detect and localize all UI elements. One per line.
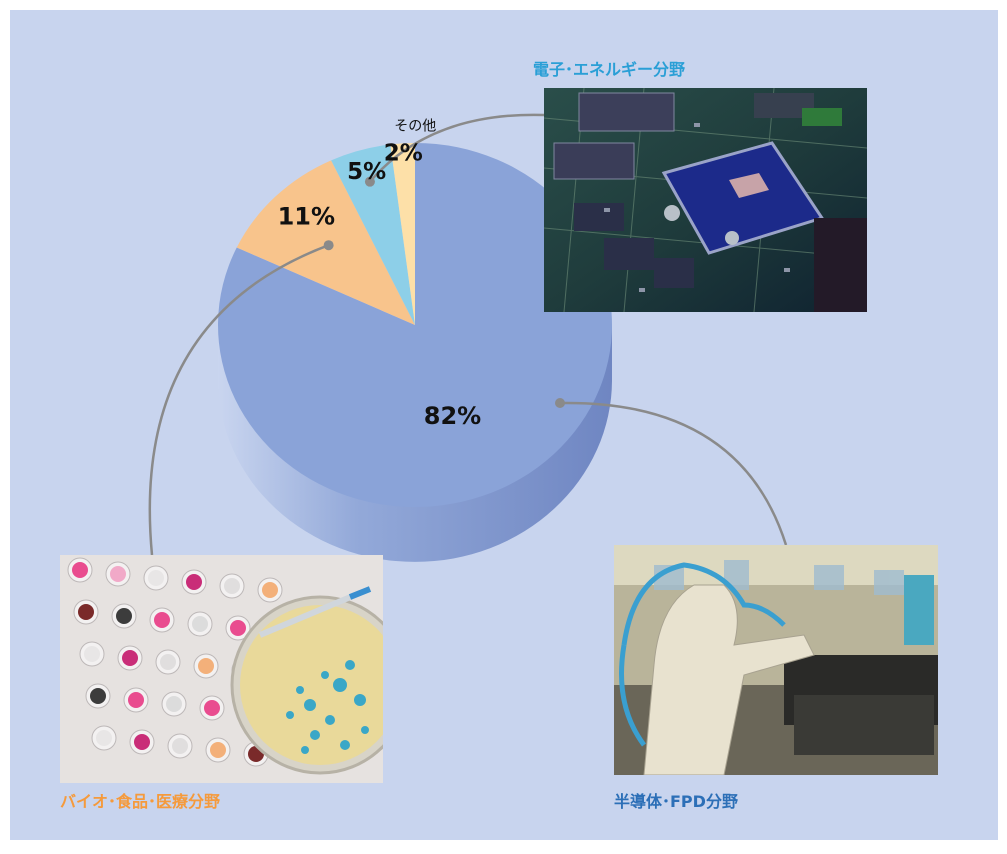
- pct-label-2: 5%: [347, 159, 386, 185]
- percent-labels: 82% 11% 5%2% その他: [278, 118, 482, 430]
- robot-arm-factory-photo: [614, 545, 938, 775]
- connector-electronics: [368, 113, 545, 183]
- connector-bio: [148, 244, 330, 556]
- connector-lines: [148, 113, 788, 556]
- pie-slice-3: [390, 143, 415, 325]
- pct-label-1: 11%: [278, 203, 335, 231]
- pct-label-0: 82%: [424, 402, 481, 430]
- connector-semiconductor: [559, 401, 788, 546]
- label-semiconductor: 半導体･FPD分野: [614, 792, 738, 811]
- pie-slice-2: [331, 144, 415, 325]
- circuit-board-photo: [544, 88, 867, 312]
- pct-label-3: 2%: [384, 140, 423, 166]
- label-other: その他: [394, 118, 436, 134]
- label-bio: バイオ･食品･医療分野: [60, 792, 221, 811]
- petri-dish-photo: [60, 555, 383, 783]
- label-electronics: 電子･エネルギー分野: [533, 60, 686, 79]
